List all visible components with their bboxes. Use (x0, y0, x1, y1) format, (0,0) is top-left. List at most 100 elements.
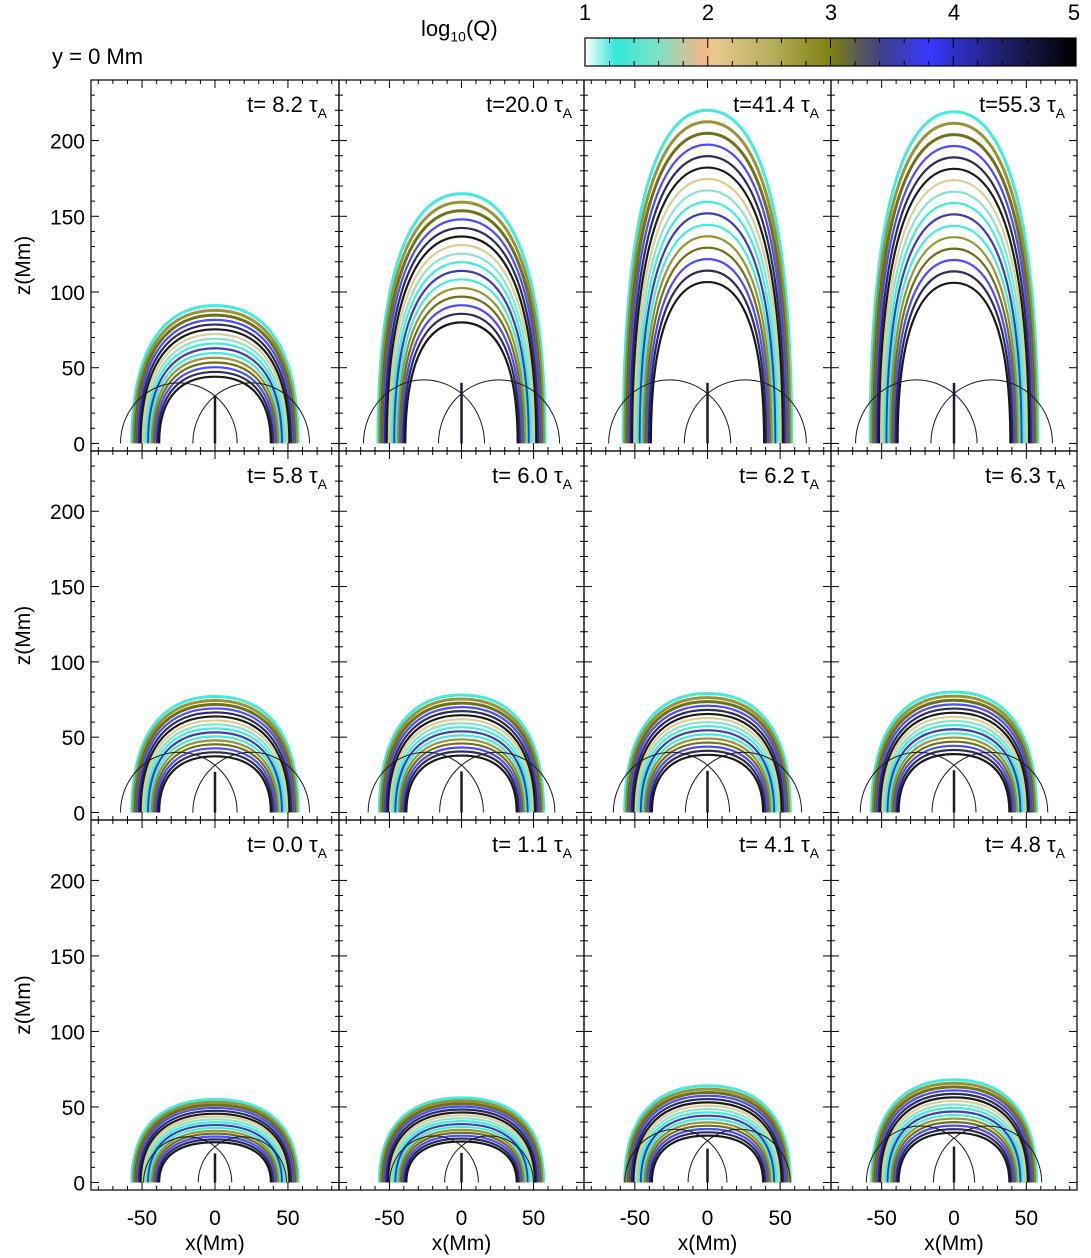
qsl-layer (382, 218, 541, 444)
qsl-layer (621, 108, 794, 444)
qsl-map (367, 693, 556, 813)
qsl-layer (874, 144, 1034, 444)
qsl-layer (395, 278, 528, 444)
x-tick-label: 0 (456, 1207, 468, 1230)
qsl-layer (892, 740, 1016, 813)
qsl-layer (894, 270, 1014, 444)
x-axis-label: x(Mm) (432, 1232, 491, 1255)
qsl-layer (896, 281, 1012, 444)
qsl-layer (158, 375, 272, 444)
qsl-map (865, 1078, 1043, 1183)
qsl-layer (396, 1125, 527, 1183)
qsl-layer (871, 694, 1037, 813)
flux-arc (930, 379, 1053, 444)
qsl-layer (393, 269, 530, 444)
qsl-layer (890, 1117, 1018, 1183)
qsl-layer (643, 1121, 772, 1183)
qsl-layer (629, 1094, 786, 1183)
flux-arc (119, 751, 238, 813)
panel: t= 5.8 τA (90, 450, 340, 821)
qsl-layer (383, 706, 540, 813)
x-axis-label: x(Mm) (678, 1232, 737, 1255)
axis-labels: 0 50 100 150 200 z(Mm) 0 50 100 150 200 z(Mm) 0 50 100… (12, 131, 1038, 1255)
time-label: t=20.0 τA (486, 92, 573, 121)
panel: t=20.0 τA (338, 79, 585, 452)
qsl-layer (883, 201, 1025, 444)
x-tick-label: -50 (374, 1207, 404, 1230)
qsl-map (119, 304, 311, 444)
qsl-layer (881, 190, 1027, 444)
panel-grid: t= 8.2 τA t=20.0 τA t=41.4 τA t=55.3 τA t= 5… (90, 79, 1078, 1191)
qsl-layer (872, 133, 1036, 444)
z-tick-label: 200 (50, 870, 85, 893)
qsl-layer (890, 736, 1018, 813)
flux-arc (865, 1125, 976, 1183)
time-label: t= 6.3 τA (985, 463, 1065, 492)
tau-subscript: A (810, 845, 820, 861)
qsl-layer (156, 370, 274, 444)
qsl-layer (878, 167, 1030, 444)
qsl-layer (624, 696, 791, 813)
qsl-layer (638, 212, 777, 444)
qsl-layer (648, 749, 767, 813)
qsl-layer (399, 1131, 524, 1183)
qsl-layer (640, 223, 775, 444)
qsl-layer (883, 1103, 1025, 1183)
qsl-map (859, 690, 1049, 813)
qsl-layer (143, 1118, 287, 1183)
qsl-layer (399, 742, 524, 813)
colorbar-title-sub: 10 (450, 28, 466, 45)
panel: t= 4.1 τA (583, 819, 832, 1191)
qsl-layer (133, 313, 297, 444)
qsl-layer (893, 1124, 1015, 1183)
time-label: t= 4.1 τA (739, 832, 819, 861)
qsl-layer (138, 1109, 292, 1183)
qsl-layer (870, 1078, 1038, 1183)
z-tick-label: 200 (50, 501, 85, 524)
qsl-layer (145, 1121, 285, 1183)
tau-subscript: A (810, 476, 820, 492)
qsl-layer (647, 1127, 768, 1183)
qsl-layer (378, 200, 545, 444)
qsl-layer (401, 1134, 522, 1183)
qsl-layer (895, 748, 1013, 813)
tau-subscript: A (563, 105, 573, 121)
qsl-layer (139, 328, 291, 444)
qsl-layer (387, 1111, 536, 1183)
qsl-layer (390, 1117, 533, 1183)
qsl-layer (632, 1101, 783, 1183)
z-tick-label: 0 (73, 802, 85, 825)
time-label: t=41.4 τA (733, 92, 820, 121)
qsl-layer (885, 213, 1023, 444)
flux-arc (367, 751, 484, 813)
time-label: t= 4.8 τA (985, 832, 1065, 861)
tau-subscript: A (563, 476, 573, 492)
qsl-layer (647, 745, 768, 813)
qsl-layer (132, 698, 298, 813)
flux-arc (192, 751, 311, 813)
tau-symbol: τ (1047, 463, 1056, 488)
qsl-layer (381, 701, 542, 813)
core-region (924, 290, 984, 444)
qsl-layer (148, 351, 282, 444)
qsl-layer (876, 156, 1032, 444)
qsl-layer (141, 332, 289, 444)
colorbar-title-rest: (Q) (465, 16, 498, 41)
z-tick-label: 100 (50, 1021, 85, 1044)
z-tick-label: 200 (50, 131, 85, 154)
qsl-map (362, 192, 561, 444)
tau-symbol: τ (801, 832, 810, 857)
qsl-layer (141, 719, 289, 813)
z-tick-label: 0 (73, 1172, 85, 1195)
panel: t= 6.0 τA (338, 450, 585, 821)
qsl-layer (638, 1111, 777, 1183)
qsl-layer (132, 308, 298, 444)
colorbar-tick-2: 2 (701, 0, 715, 25)
colorbar-tick-4: 4 (947, 0, 961, 25)
flux-arc (119, 382, 238, 444)
qsl-layer (389, 718, 534, 813)
qsl-layer (629, 704, 786, 813)
tau-subscript: A (810, 105, 820, 121)
qsl-layer (871, 1081, 1037, 1183)
flux-arc (859, 751, 977, 813)
